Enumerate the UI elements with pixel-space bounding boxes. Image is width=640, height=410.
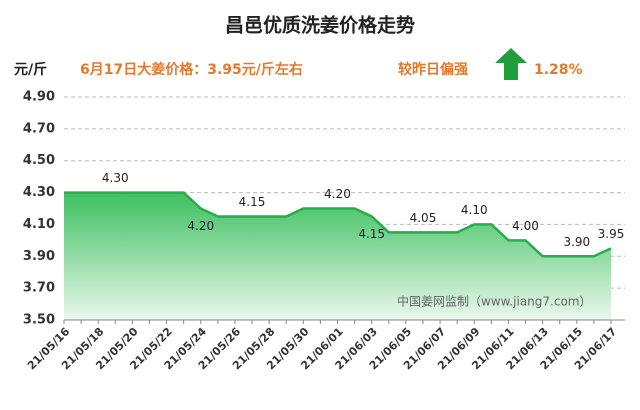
data-label: 4.00: [512, 219, 539, 233]
watermark: 中国姜网监制（www.jiang7.com）: [397, 294, 591, 309]
data-label: 4.05: [410, 211, 437, 225]
subtitle: 6月17日大姜价格：3.95元/斤左右: [80, 61, 303, 78]
data-label: 4.15: [239, 195, 266, 209]
line: [64, 191, 612, 258]
y-tick-label: 4.50: [23, 153, 55, 168]
change-label: 较昨日偏强: [398, 61, 468, 78]
y-tick-label: 4.90: [23, 90, 55, 105]
data-label: 3.90: [563, 235, 590, 249]
up-arrow: [495, 48, 527, 80]
y-tick-label: 4.70: [23, 121, 55, 136]
change-value: 1.28%: [534, 62, 583, 78]
y-tick-label: 3.70: [23, 281, 55, 296]
y-tick-label: 3.90: [23, 249, 55, 264]
data-label: 3.95: [598, 227, 625, 241]
chart-title: 昌邑优质洗姜价格走势: [225, 14, 415, 37]
data-label: 4.10: [461, 203, 488, 217]
data-label: 4.20: [187, 219, 214, 233]
y-tick-label: 4.30: [23, 185, 55, 200]
y-tick-label: 4.10: [23, 217, 55, 232]
data-label: 4.30: [102, 171, 129, 185]
data-label: 4.20: [324, 187, 351, 201]
y-tick-label: 3.50: [23, 313, 55, 328]
y-axis-label: 元/斤: [14, 61, 47, 78]
data-label: 4.15: [358, 227, 385, 241]
